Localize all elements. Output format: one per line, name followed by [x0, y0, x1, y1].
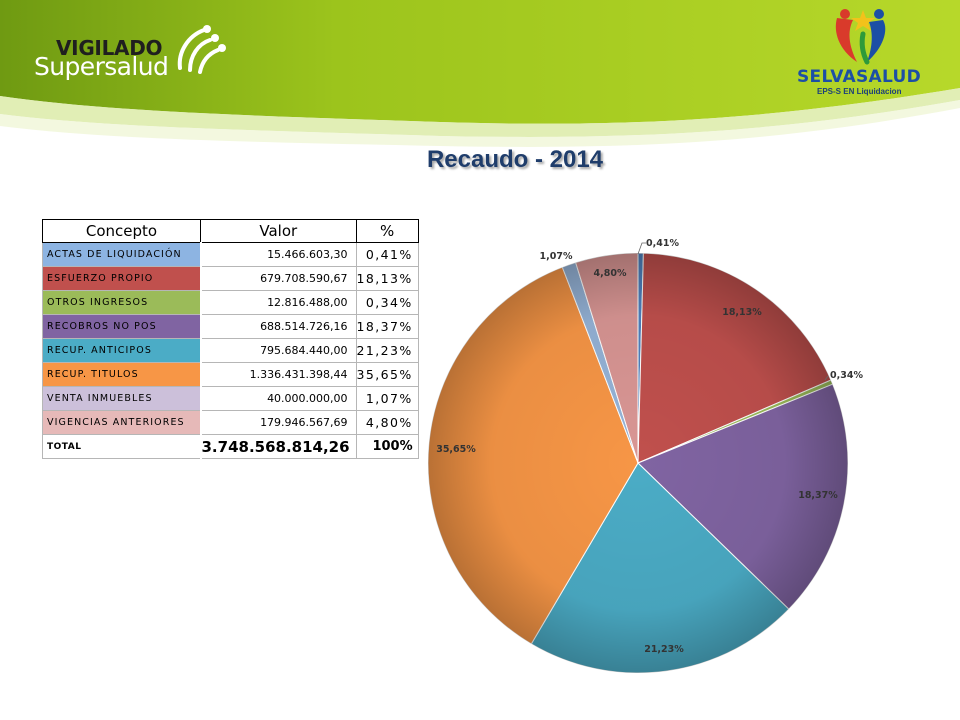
row-value: 1.336.431.398,44 — [200, 362, 357, 387]
row-value: 15.466.603,30 — [200, 242, 357, 267]
row-concept: VIGENCIAS ANTERIORES — [42, 410, 202, 435]
selvasalud-tagline: EPS-S EN Liquidacion — [817, 87, 902, 96]
table-row: RECUP. ANTICIPOS 795.684.440,00 21,23% — [42, 338, 419, 363]
selvasalud-logo: SELVASALUD EPS-S EN Liquidacion — [795, 4, 935, 99]
header-concepto: Concepto — [42, 219, 201, 243]
table-row: VENTA INMUEBLES 40.000.000,00 1,07% — [42, 386, 419, 411]
row-concept: RECOBROS NO POS — [42, 314, 202, 339]
table-body: ACTAS DE LIQUIDACIÓN 15.466.603,30 0,41%… — [42, 242, 419, 459]
row-value: 679.708.590,67 — [200, 266, 357, 291]
row-concept: ESFUERZO PROPIO — [42, 266, 202, 291]
logo-vigilado-text: VIGILADO — [56, 36, 163, 60]
row-pct: 18,37% — [355, 314, 419, 339]
row-concept: ACTAS DE LIQUIDACIÓN — [42, 242, 202, 267]
slide-title: Recaudo - 2014 — [426, 146, 604, 173]
figures-icon — [177, 25, 226, 74]
row-value: 179.946.567,69 — [200, 410, 357, 435]
pie-label-0: 0,41% — [646, 238, 679, 249]
people-star-emblem-icon — [835, 9, 886, 65]
header-background-wave — [0, 0, 960, 147]
pie-label-1: 18,13% — [722, 307, 762, 318]
selvasalud-name: SELVASALUD — [797, 67, 922, 87]
row-pct: 4,80% — [355, 410, 419, 435]
row-pct: 35,65% — [355, 362, 419, 387]
row-value: 40.000.000,00 — [200, 386, 357, 411]
supersalud-logo: VIGILADO Supersalud — [30, 25, 230, 88]
row-value: 795.684.440,00 — [200, 338, 357, 363]
row-pct: 1,07% — [355, 386, 419, 411]
pie-leader-line-2 — [824, 375, 829, 381]
table-row: RECUP. TITULOS 1.336.431.398,44 35,65% — [42, 362, 419, 387]
pie-label-4: 21,23% — [644, 644, 684, 655]
table-row: ESFUERZO PROPIO 679.708.590,67 18,13% — [42, 266, 419, 291]
row-pct: 0,34% — [355, 290, 419, 315]
header-pct: % — [355, 219, 419, 243]
pie-label-2: 0,34% — [830, 370, 863, 381]
row-concept: RECUP. TITULOS — [42, 362, 202, 387]
pie-label-3: 18,37% — [798, 490, 838, 501]
pie-label-7: 4,80% — [594, 268, 627, 279]
row-concept: RECUP. ANTICIPOS — [42, 338, 202, 363]
total-pct: 100% — [355, 434, 419, 459]
table-row: RECOBROS NO POS 688.514.726,16 18,37% — [42, 314, 419, 339]
header-valor: Valor — [200, 219, 357, 243]
total-value: 3.748.568.814,26 — [200, 434, 357, 459]
row-pct: 21,23% — [355, 338, 419, 363]
pie-chart: 0,41% 18,13% 0,34% 18,37% 21,23% 35,65% 1,07% 4… — [427, 238, 863, 674]
total-concept: TOTAL — [42, 434, 202, 459]
table-row: VIGENCIAS ANTERIORES 179.946.567,69 4,80… — [42, 410, 419, 435]
table-row: OTROS INGRESOS 12.816.488,00 0,34% — [42, 290, 419, 315]
pie-leader-line-0 — [637, 242, 646, 255]
table-row: ACTAS DE LIQUIDACIÓN 15.466.603,30 0,41% — [42, 242, 419, 267]
logo-supersalud-text: Supersalud — [34, 52, 169, 81]
row-pct: 18,13% — [355, 266, 419, 291]
row-value: 688.514.726,16 — [200, 314, 357, 339]
pie-label-5: 35,65% — [436, 444, 476, 455]
table-header-row: Concepto Valor % — [42, 219, 419, 243]
row-value: 12.816.488,00 — [200, 290, 357, 315]
row-concept: VENTA INMUEBLES — [42, 386, 202, 411]
pie-label-6: 1,07% — [540, 251, 573, 262]
row-pct: 0,41% — [355, 242, 419, 267]
row-concept: OTROS INGRESOS — [42, 290, 202, 315]
table-total-row: TOTAL 3.748.568.814,26 100% — [42, 434, 419, 459]
recaudo-table: Concepto Valor % ACTAS DE LIQUIDACIÓN 15… — [42, 219, 419, 459]
